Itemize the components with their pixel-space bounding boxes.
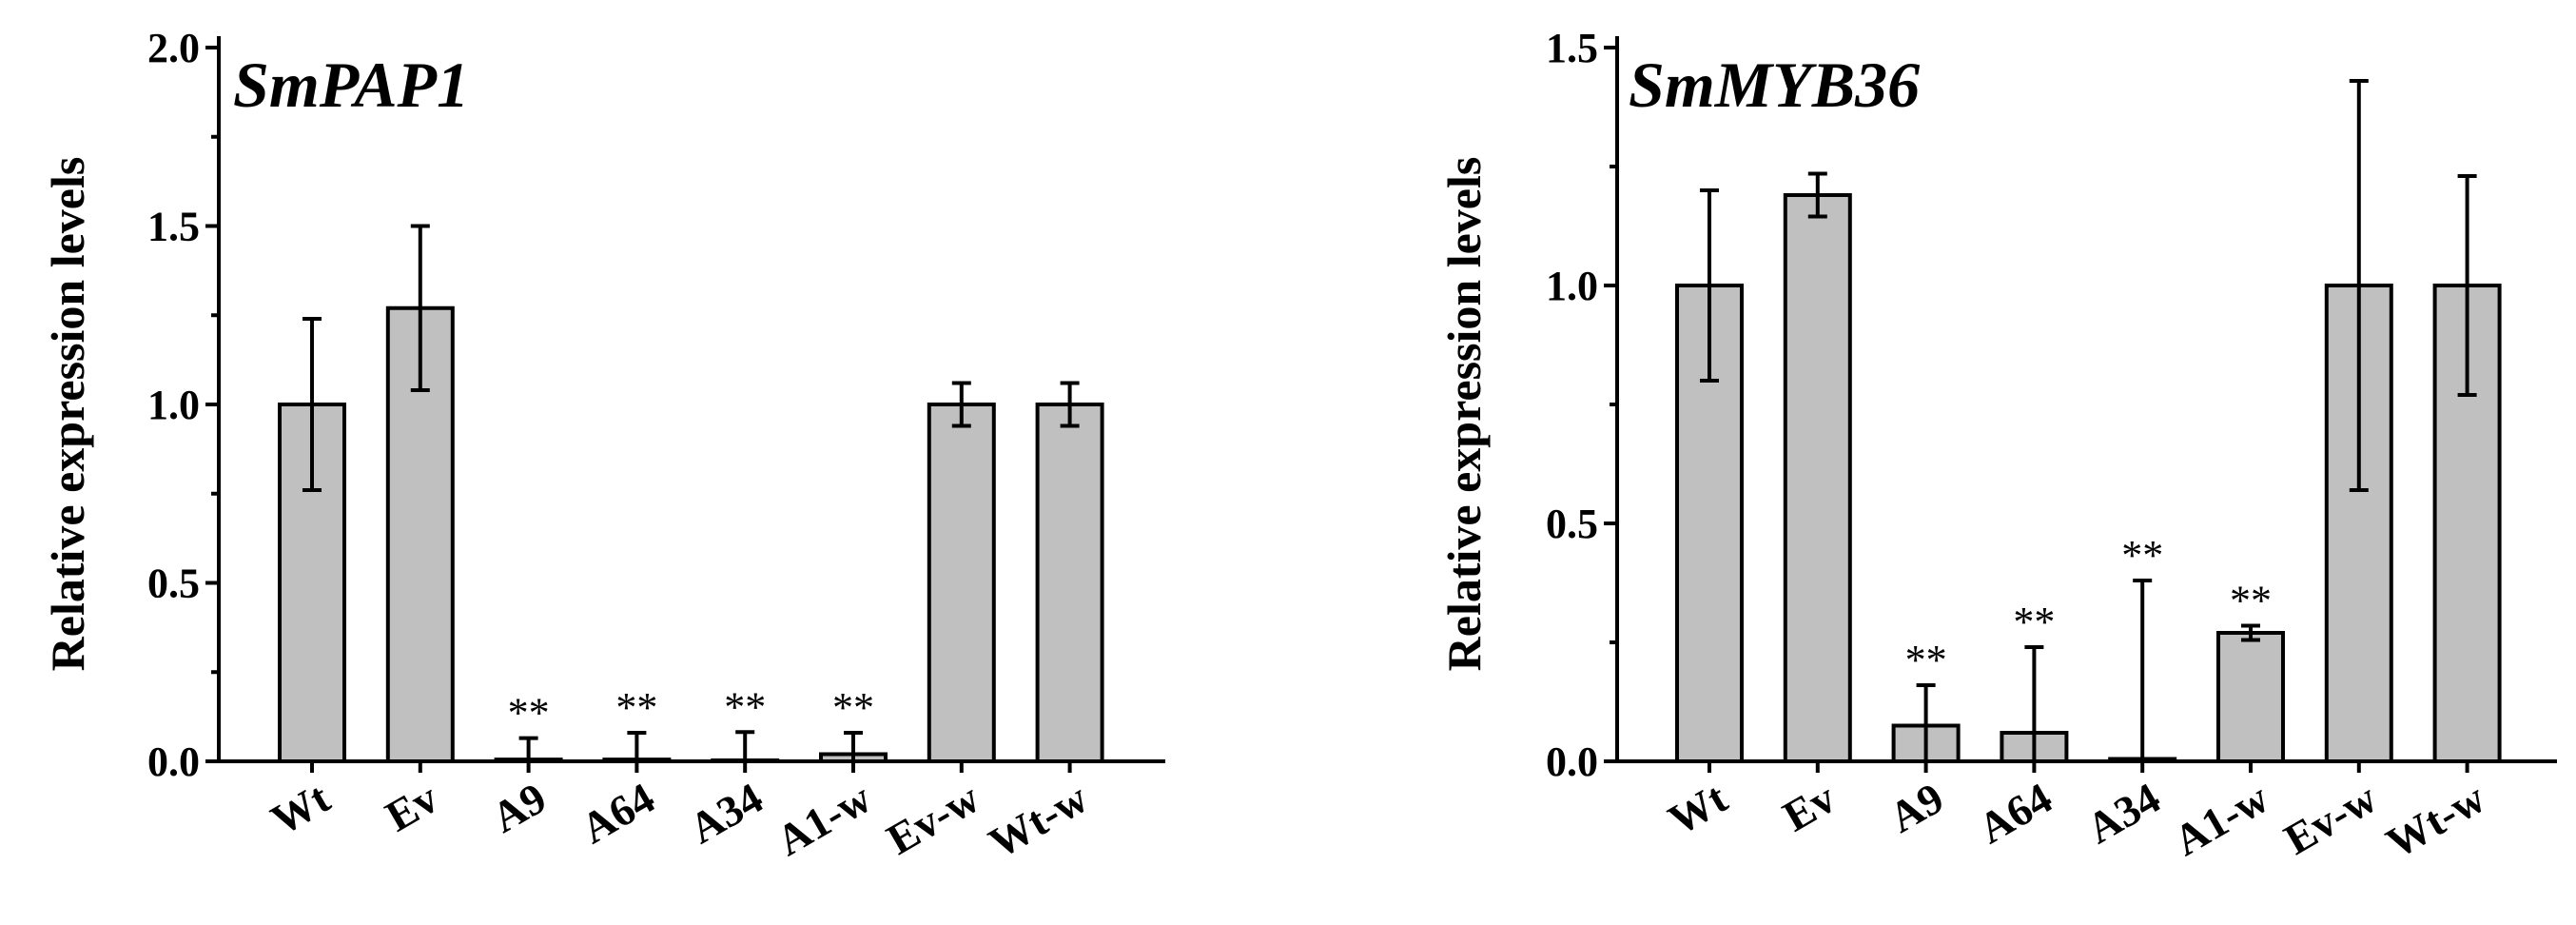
y-axis-label: Relative expression levels — [1437, 157, 1491, 672]
y-tick-label: 0.5 — [1546, 501, 1598, 547]
category-label: Ev — [378, 773, 446, 840]
significance-label: ** — [1905, 637, 1947, 683]
y-tick-label: 0.0 — [1546, 738, 1598, 785]
bar-ev-w — [927, 403, 996, 763]
y-tick-label: 1.0 — [147, 382, 200, 428]
significance-label: ** — [508, 690, 550, 737]
y-tick-label: 1.0 — [1546, 263, 1598, 309]
category-label: Wt-w — [2378, 773, 2493, 867]
y-tick-label: 1.5 — [147, 204, 200, 250]
significance-label: ** — [832, 684, 874, 731]
significance-label: ** — [615, 684, 657, 731]
chart-title: SmPAP1 — [233, 49, 469, 121]
category-label: A1-w — [2166, 773, 2276, 865]
category-label: A34 — [681, 773, 771, 853]
category-label: Ev — [1775, 773, 1844, 840]
y-tick-label: 0.0 — [147, 738, 200, 785]
y-tick-label: 0.5 — [147, 561, 200, 607]
chart-panel-1: 0.0 0.5 1.0 1.5 2.0 Relative expression level… — [41, 25, 1165, 868]
category-label: Wt — [1660, 773, 1735, 844]
y-tick-label: 1.5 — [1546, 25, 1598, 71]
significance-label: ** — [724, 683, 766, 730]
significance-label: ** — [2013, 599, 2055, 645]
category-label: A34 — [2078, 773, 2168, 853]
chart-title: SmMYB36 — [1629, 49, 1920, 121]
category-label: A9 — [483, 773, 554, 841]
bar-wt-w — [1035, 403, 1104, 763]
bar-ev — [1783, 193, 1852, 763]
category-label: A9 — [1881, 773, 1951, 841]
category-label: Wt-w — [981, 773, 1096, 867]
y-tick-label: 2.0 — [147, 25, 200, 71]
category-label: Ev-w — [879, 773, 987, 863]
category-label: Ev-w — [2276, 773, 2385, 863]
category-label: Wt — [263, 773, 338, 844]
significance-label: ** — [2121, 532, 2163, 579]
chart-panel-2: 0.0 0.5 1.0 1.5 Relative expression levels Sm… — [1437, 25, 2557, 868]
significance-label: ** — [2230, 578, 2272, 624]
category-label: A1-w — [769, 773, 879, 865]
y-axis-label: Relative expression levels — [41, 157, 94, 672]
category-label: A64 — [573, 773, 662, 853]
bar-a1-w — [2216, 631, 2285, 763]
category-label: A64 — [1970, 773, 2059, 853]
